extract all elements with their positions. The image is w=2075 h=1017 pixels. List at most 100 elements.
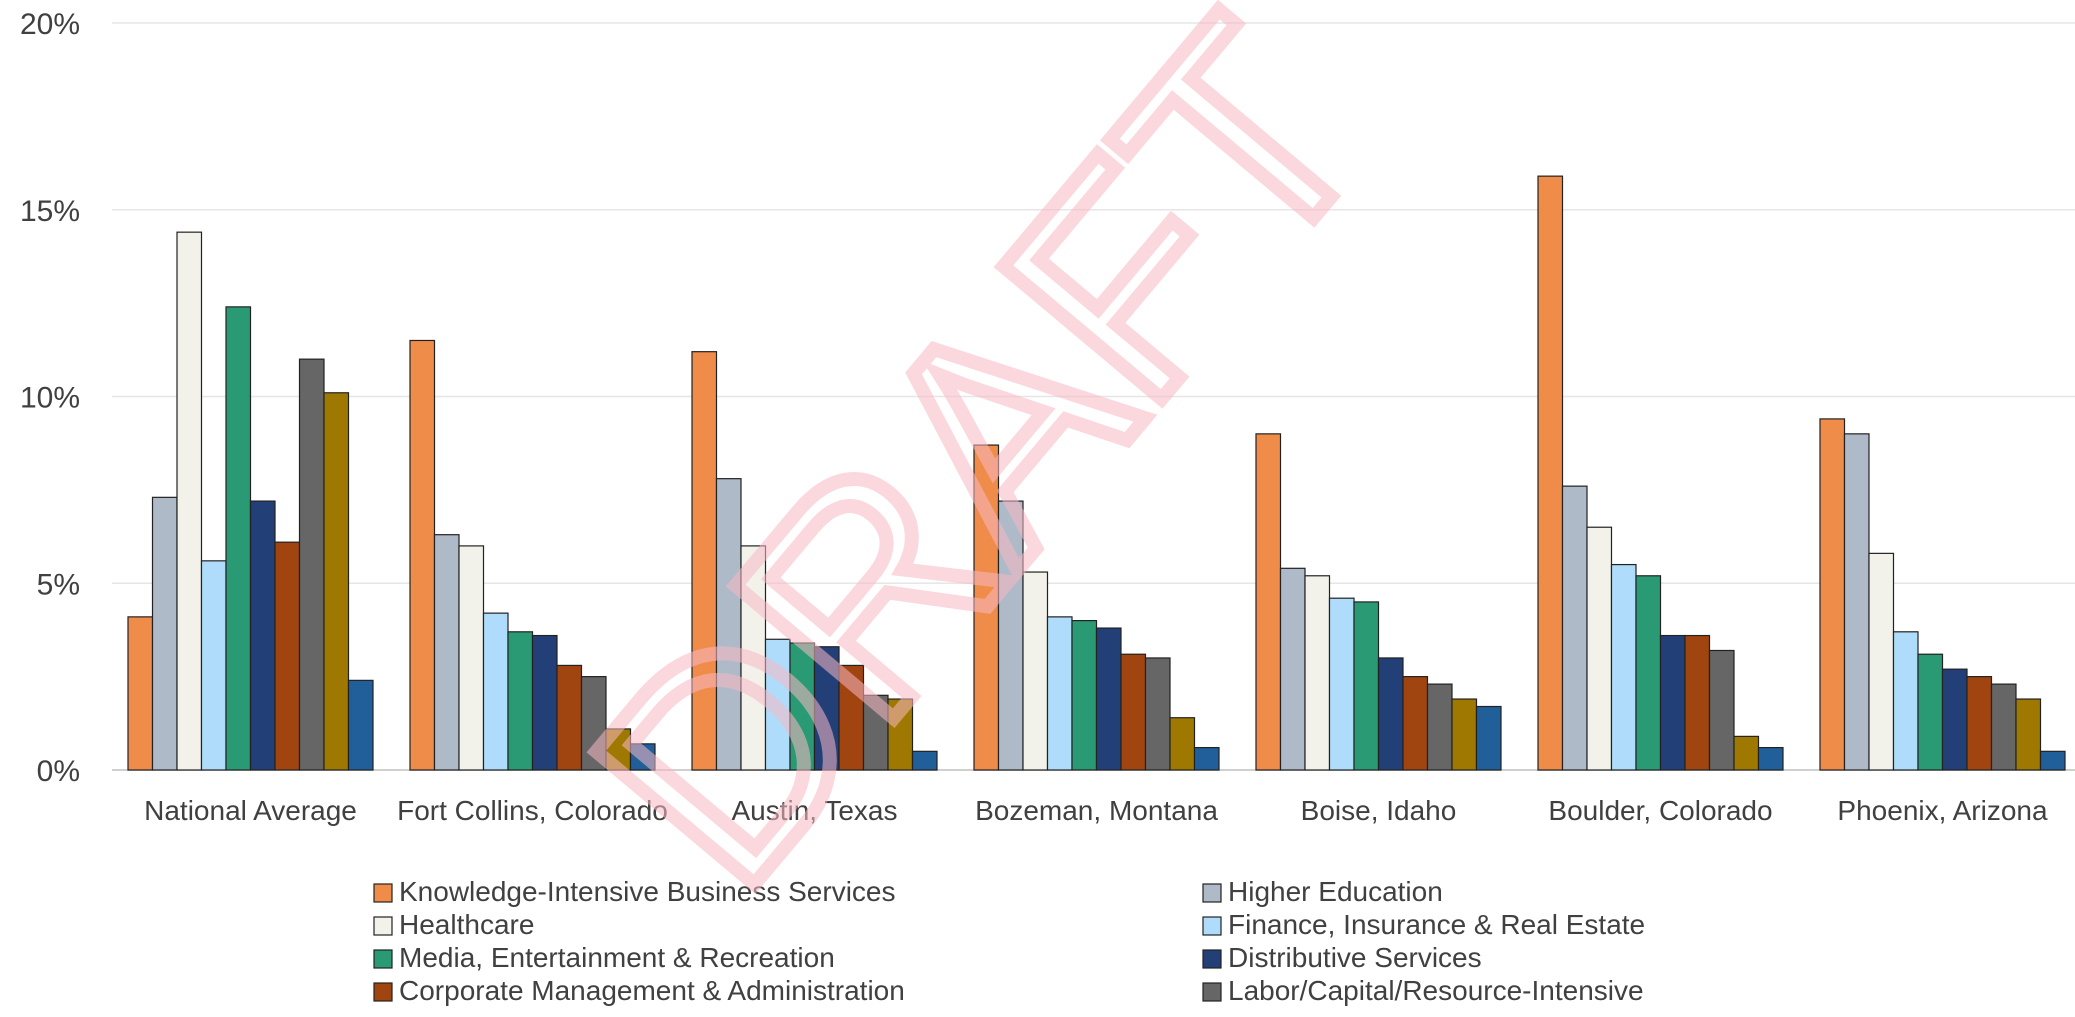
bar xyxy=(1561,485,1588,771)
bar xyxy=(1819,418,1846,771)
bar xyxy=(1402,676,1429,771)
bar xyxy=(1120,653,1147,771)
x-category-label: Fort Collins, Colorado xyxy=(397,795,668,826)
bar xyxy=(1255,433,1282,771)
bar xyxy=(176,231,203,771)
legend-swatch xyxy=(373,883,393,903)
bar xyxy=(1757,746,1784,771)
bar xyxy=(1586,526,1613,771)
legend-swatch xyxy=(1202,949,1222,969)
legend-label: Media, Entertainment & Recreation xyxy=(399,942,835,973)
bar xyxy=(1328,597,1355,771)
bar xyxy=(629,743,656,771)
x-category-label: Boulder, Colorado xyxy=(1548,795,1772,826)
bar xyxy=(1917,653,1944,771)
x-category-label: Austin, Texas xyxy=(731,795,897,826)
bar xyxy=(691,351,718,771)
bar-layer xyxy=(127,175,2066,771)
bar xyxy=(2039,750,2066,771)
bar xyxy=(200,560,227,771)
bar xyxy=(789,642,816,771)
bar xyxy=(531,634,558,771)
bar xyxy=(1843,433,1870,771)
bar xyxy=(2015,698,2042,771)
bar xyxy=(1892,631,1919,771)
bar xyxy=(1941,668,1968,771)
bar xyxy=(151,496,178,771)
bar xyxy=(1095,627,1122,771)
bar xyxy=(740,545,767,771)
bar xyxy=(1966,676,1993,771)
bar xyxy=(1610,563,1637,771)
bar xyxy=(347,679,374,771)
bar xyxy=(127,616,154,771)
bar xyxy=(1169,717,1196,771)
legend-swatch xyxy=(373,916,393,936)
legend-label: Corporate Management & Administration xyxy=(399,975,905,1006)
bar xyxy=(1684,634,1711,771)
bar xyxy=(433,534,460,771)
bar xyxy=(862,694,889,771)
y-tick-label: 10% xyxy=(20,382,80,415)
bar xyxy=(1475,705,1502,771)
bar xyxy=(813,646,840,771)
bar xyxy=(409,339,436,771)
legend-label: Finance, Insurance & Real Estate xyxy=(1228,909,1645,940)
x-category-label: National Average xyxy=(144,795,357,826)
legend-label: Healthcare xyxy=(399,909,534,940)
bar xyxy=(323,392,350,771)
y-tick-label: 15% xyxy=(20,195,80,228)
bar xyxy=(887,698,914,771)
bar xyxy=(997,500,1024,771)
x-category-label: Phoenix, Arizona xyxy=(1837,795,2048,826)
legend-label: Labor/Capital/Resource-Intensive xyxy=(1228,975,1644,1006)
x-category-label: Bozeman, Montana xyxy=(975,795,1218,826)
label-layer: 0% 5% 10% 15% 20% National Average Fort Collin… xyxy=(20,8,2048,826)
bar xyxy=(1537,175,1564,771)
bar xyxy=(580,676,607,771)
x-category-label: Boise, Idaho xyxy=(1301,795,1457,826)
legend-swatch xyxy=(1202,916,1222,936)
legend: Knowledge-Intensive Business Services Hig… xyxy=(373,876,1645,1006)
bar xyxy=(249,500,276,771)
bar xyxy=(715,478,742,771)
bar xyxy=(1659,634,1686,771)
bar xyxy=(1733,735,1760,771)
bar xyxy=(1353,601,1380,771)
bar xyxy=(605,728,632,771)
legend-label: Knowledge-Intensive Business Services xyxy=(399,876,895,907)
bar xyxy=(1635,575,1662,771)
bar xyxy=(973,444,1000,771)
bar xyxy=(1708,649,1735,771)
bar xyxy=(482,612,509,771)
bar xyxy=(274,541,301,771)
bar xyxy=(1426,683,1453,771)
y-tick-label: 20% xyxy=(20,8,80,41)
bar xyxy=(298,358,325,771)
legend-label: Distributive Services xyxy=(1228,942,1482,973)
bar xyxy=(225,306,252,771)
bar xyxy=(1377,657,1404,771)
bar xyxy=(1046,616,1073,771)
legend-label: Higher Education xyxy=(1228,876,1443,907)
y-tick-label: 0% xyxy=(37,755,80,788)
bar xyxy=(1451,698,1478,771)
legend-swatch xyxy=(373,949,393,969)
bar xyxy=(507,631,534,771)
bar xyxy=(458,545,485,771)
bar xyxy=(911,750,938,771)
bar xyxy=(1304,575,1331,771)
bar xyxy=(1193,746,1220,771)
bar xyxy=(1279,567,1306,771)
y-tick-label: 5% xyxy=(37,568,80,601)
bar xyxy=(1071,619,1098,771)
bar xyxy=(1868,552,1895,771)
bar xyxy=(764,638,791,771)
legend-swatch xyxy=(373,982,393,1002)
bar xyxy=(1990,683,2017,771)
bar xyxy=(1144,657,1171,771)
legend-swatch xyxy=(1202,982,1222,1002)
bar xyxy=(1022,571,1049,771)
